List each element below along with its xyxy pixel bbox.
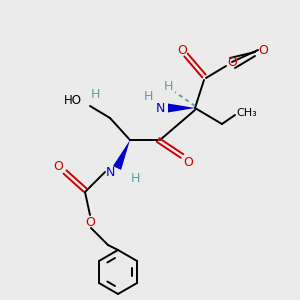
Text: H: H (143, 89, 153, 103)
Polygon shape (113, 140, 130, 170)
Text: CH₃: CH₃ (237, 108, 257, 118)
Text: O: O (85, 215, 95, 229)
Text: N: N (155, 101, 165, 115)
Text: O: O (177, 44, 187, 56)
Text: O: O (183, 155, 193, 169)
Text: O: O (227, 56, 237, 68)
Text: O: O (53, 160, 63, 172)
Text: N: N (105, 166, 115, 178)
Text: H: H (163, 80, 173, 94)
Text: HO: HO (64, 94, 82, 107)
Text: H: H (130, 172, 140, 184)
Polygon shape (168, 103, 195, 112)
Text: H: H (90, 88, 100, 100)
Text: O: O (258, 44, 268, 56)
